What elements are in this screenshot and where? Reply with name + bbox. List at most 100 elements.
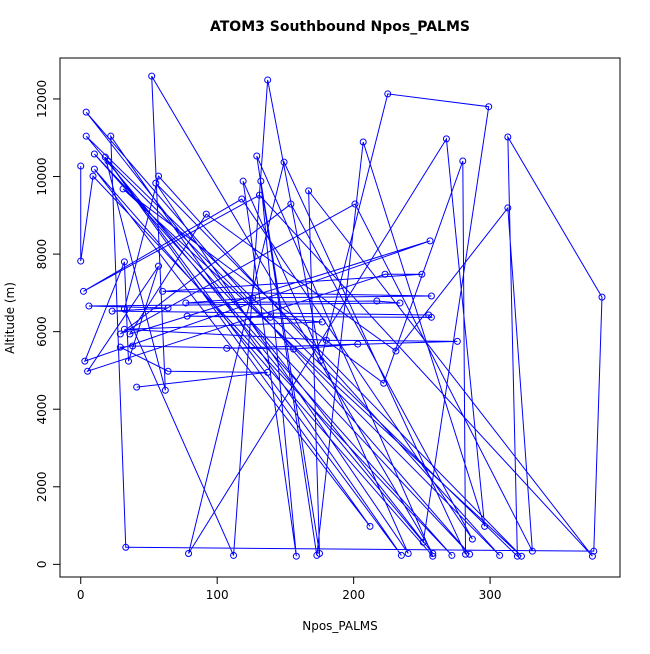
data-point — [448, 551, 456, 559]
x-tick-label: 100 — [206, 588, 229, 602]
data-point — [82, 108, 90, 116]
data-point — [238, 195, 246, 203]
data-point — [77, 162, 85, 170]
data-point — [427, 313, 435, 321]
data-point — [266, 313, 274, 321]
y-tick-label: 8000 — [35, 239, 49, 270]
data-point — [427, 292, 435, 300]
data-point — [359, 138, 367, 146]
data-point — [513, 552, 521, 560]
plot-frame — [59, 57, 621, 578]
data-point — [104, 157, 112, 165]
data-point — [354, 340, 362, 348]
data-point — [590, 547, 598, 555]
data-point — [122, 543, 130, 551]
data-point — [453, 337, 461, 345]
x-tick-label: 200 — [342, 588, 365, 602]
data-point — [253, 152, 261, 160]
data-point — [148, 72, 156, 80]
data-point — [485, 103, 493, 111]
data-point — [155, 262, 163, 270]
data-point — [517, 552, 525, 560]
data-point — [159, 287, 167, 295]
data-point — [89, 172, 97, 180]
data-point — [152, 179, 160, 187]
data-point — [90, 150, 98, 158]
data-point — [164, 304, 172, 312]
data-point — [85, 302, 93, 310]
data-point — [318, 318, 326, 326]
data-point — [373, 297, 381, 305]
data-point — [82, 132, 90, 140]
data-point — [429, 549, 437, 557]
data-point — [381, 270, 389, 278]
data-point — [116, 330, 124, 338]
data-point — [126, 330, 134, 338]
data-point — [164, 367, 172, 375]
data-point — [396, 299, 404, 307]
data-point — [351, 200, 359, 208]
data-point — [264, 76, 272, 84]
data-point — [528, 547, 536, 555]
data-point — [120, 305, 128, 313]
y-tick-label: 10000 — [35, 157, 49, 195]
data-point — [185, 549, 193, 557]
data-point — [202, 210, 210, 218]
data-point — [392, 347, 400, 355]
x-tick-label: 300 — [479, 588, 502, 602]
data-point — [366, 522, 374, 530]
chart-title: ATOM3 Southbound Npos_PALMS — [210, 19, 470, 35]
data-point — [598, 293, 606, 301]
data-point — [287, 200, 295, 208]
y-axis-label: Altitude (m) — [3, 282, 17, 354]
data-point — [280, 158, 288, 166]
y-tick-label: 4000 — [35, 394, 49, 425]
data-point — [116, 343, 124, 351]
data-point — [322, 336, 330, 344]
data-line — [80, 75, 603, 558]
data-point — [124, 357, 132, 365]
y-tick-label: 0 — [35, 561, 49, 569]
data-point — [317, 356, 325, 364]
data-point — [183, 312, 191, 320]
data-point — [230, 551, 238, 559]
data-point — [155, 172, 163, 180]
data-point — [419, 538, 427, 546]
data-point — [496, 551, 504, 559]
data-point — [133, 383, 141, 391]
data-point — [239, 177, 247, 185]
data-point — [404, 549, 412, 557]
data-point — [316, 549, 324, 557]
data-point — [84, 367, 92, 375]
data-point — [588, 552, 596, 560]
data-point — [90, 165, 98, 173]
data-point — [462, 550, 470, 558]
data-point — [418, 270, 426, 278]
data-point — [384, 90, 392, 98]
data-point — [249, 294, 257, 302]
y-tick-label: 2000 — [35, 472, 49, 503]
y-tick-label: 12000 — [35, 80, 49, 118]
data-point — [290, 345, 298, 353]
data-point — [161, 386, 169, 394]
data-point — [380, 379, 388, 387]
data-point — [426, 237, 434, 245]
data-point — [292, 552, 300, 560]
data-point — [429, 552, 437, 560]
data-point — [504, 204, 512, 212]
data-point — [108, 307, 116, 315]
data-point — [107, 132, 115, 140]
x-axis-label: Npos_PALMS — [302, 619, 378, 633]
data-point — [120, 325, 128, 333]
data-point — [468, 535, 476, 543]
data-point — [442, 135, 450, 143]
x-tick-label: 0 — [77, 588, 85, 602]
data-point — [397, 551, 405, 559]
data-point — [182, 299, 190, 307]
data-point — [504, 133, 512, 141]
data-point — [466, 550, 474, 558]
y-tick-label: 6000 — [35, 316, 49, 347]
data-point — [120, 258, 128, 266]
